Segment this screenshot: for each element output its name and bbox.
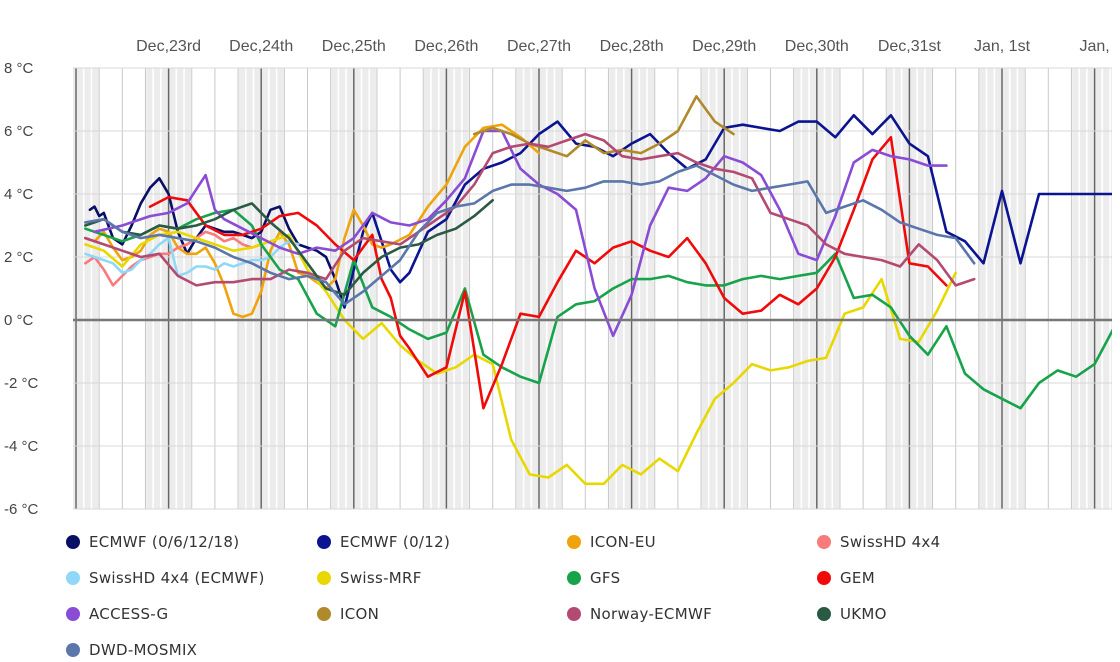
legend-label: ECMWF (0/6/12/18) [89, 533, 240, 551]
legend-label: UKMO [840, 605, 887, 623]
y-tick-label: -6 °C [4, 501, 39, 518]
legend-dot-icon [317, 571, 331, 585]
legend-dot-icon [317, 535, 331, 549]
legend-label: GEM [840, 569, 875, 587]
legend-dot-icon [66, 607, 80, 621]
legend-item-norway-ecmwf[interactable]: Norway-ECMWF [567, 602, 712, 626]
y-tick-label: 0 °C [4, 312, 34, 329]
date-label: Dec,30th [785, 38, 849, 55]
legend-dot-icon [817, 571, 831, 585]
minor-gridlines [75, 68, 1111, 509]
series-line-swiss-mrf[interactable] [84, 230, 958, 486]
date-label: Dec,26th [414, 38, 478, 55]
legend-dot-icon [817, 607, 831, 621]
date-label: Dec,24th [229, 38, 293, 55]
legend-item-dwd-mosmix[interactable]: DWD-MOSMIX [66, 638, 197, 662]
date-label: Dec,29th [692, 38, 756, 55]
legend-item-gem[interactable]: GEM [817, 566, 875, 590]
legend-item-icon[interactable]: ICON [317, 602, 379, 626]
legend-label: ICON [340, 605, 380, 623]
legend-dot-icon [66, 535, 80, 549]
legend-dot-icon [317, 607, 331, 621]
date-label: Dec,23rd [136, 38, 201, 55]
y-tick-label: 4 °C [4, 186, 34, 203]
y-tick-label: -2 °C [4, 375, 39, 392]
legend-label: GFS [590, 569, 621, 587]
series-line-swisshd-4x4[interactable] [84, 230, 263, 287]
legend-label: ACCESS-G [89, 605, 169, 623]
night-band [1071, 68, 1112, 509]
legend-dot-icon [567, 571, 581, 585]
legend-label: SwissHD 4x4 (ECMWF) [89, 569, 265, 587]
legend-dot-icon [567, 535, 581, 549]
legend-dot-icon [817, 535, 831, 549]
series-line-ukmo[interactable] [84, 199, 495, 297]
date-label: Jan, [1079, 38, 1109, 55]
night-band [73, 68, 100, 509]
legend-dot-icon [567, 607, 581, 621]
legend-label: DWD-MOSMIX [89, 641, 198, 659]
date-labels: Dec,23rd Dec,24th Dec,25th Dec,26th Dec,27th… [136, 38, 1110, 55]
legend-item-swisshd-4x4[interactable]: SwissHD 4x4 [817, 530, 940, 554]
series-line-dwd-mosmix[interactable] [84, 164, 976, 306]
legend-item-swisshd-4x4-ecmwf[interactable]: SwissHD 4x4 (ECMWF) [66, 566, 265, 590]
temperature-chart: -6 °C -4 °C -2 °C 0 °C 2 °C 4 °C 6 °C 8 °C Dec,… [4, 38, 1114, 518]
date-label: Jan, 1st [974, 38, 1031, 55]
legend-item-icon-eu[interactable]: ICON-EU [567, 530, 656, 554]
series-line-gem[interactable] [148, 136, 948, 410]
series-line-norway-ecmwf[interactable] [84, 132, 976, 287]
legend-item-ecmwf-0-12[interactable]: ECMWF (0/12) [317, 530, 450, 554]
legend-dot-icon [66, 571, 80, 585]
legend-item-ecmwf-0-6-12-18[interactable]: ECMWF (0/6/12/18) [66, 530, 239, 554]
forecast-series [84, 95, 1114, 486]
legend-item-gfs[interactable]: GFS [567, 566, 620, 590]
legend-label: Swiss-MRF [340, 569, 422, 587]
legend-label: ECMWF (0/12) [340, 533, 451, 551]
date-label: Dec,25th [322, 38, 386, 55]
legend-label: Norway-ECMWF [590, 605, 713, 623]
series-line-swisshd-4x4-ecmwf[interactable] [84, 236, 300, 278]
legend-dot-icon [66, 643, 80, 657]
y-tick-label: 8 °C [4, 60, 34, 77]
y-tick-label: 6 °C [4, 123, 34, 140]
legend-label: SwissHD 4x4 [840, 533, 941, 551]
legend-item-ukmo[interactable]: UKMO [817, 602, 887, 626]
date-label: Dec,28th [600, 38, 664, 55]
y-tick-label: -4 °C [4, 438, 39, 455]
y-tick-label: 2 °C [4, 249, 34, 266]
series-line-ecmwf-0-12[interactable] [343, 114, 1114, 309]
legend-label: ICON-EU [590, 533, 656, 551]
series-line-icon[interactable] [472, 95, 735, 158]
major-gridlines [75, 68, 1096, 509]
legend-item-access-g[interactable]: ACCESS-G [66, 602, 168, 626]
date-label: Dec,27th [507, 38, 571, 55]
date-label: Dec,31st [878, 38, 942, 55]
legend-item-swiss-mrf[interactable]: Swiss-MRF [317, 566, 422, 590]
series-line-access-g[interactable] [93, 129, 948, 338]
